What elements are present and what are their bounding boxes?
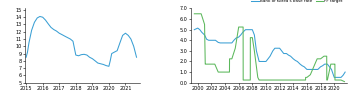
FF target — [241, 79, 245, 81]
Bank of Korea's base rate — [206, 40, 211, 41]
Bank of Korea's base rate — [192, 29, 196, 30]
FF target — [284, 79, 288, 81]
Line: FF target: FF target — [194, 14, 344, 82]
Bank of Korea's base rate — [264, 61, 268, 62]
Bank of Korea's base rate — [343, 71, 347, 73]
Bank of Korea's base rate — [332, 77, 336, 78]
FF target — [230, 58, 234, 59]
FF target — [219, 71, 224, 73]
FF target — [342, 81, 346, 82]
FF target — [241, 26, 245, 28]
Bank of Korea's base rate — [334, 77, 338, 78]
Bank of Korea's base rate — [309, 69, 313, 70]
Legend: Bank of Korea's base rate, FF target: Bank of Korea's base rate, FF target — [250, 0, 344, 5]
FF target — [237, 26, 241, 28]
Bank of Korea's base rate — [257, 61, 261, 62]
Line: Bank of Korea's base rate: Bank of Korea's base rate — [194, 28, 345, 77]
FF target — [192, 13, 196, 14]
Bank of Korea's base rate — [196, 27, 200, 29]
Bank of Korea's base rate — [214, 40, 218, 41]
